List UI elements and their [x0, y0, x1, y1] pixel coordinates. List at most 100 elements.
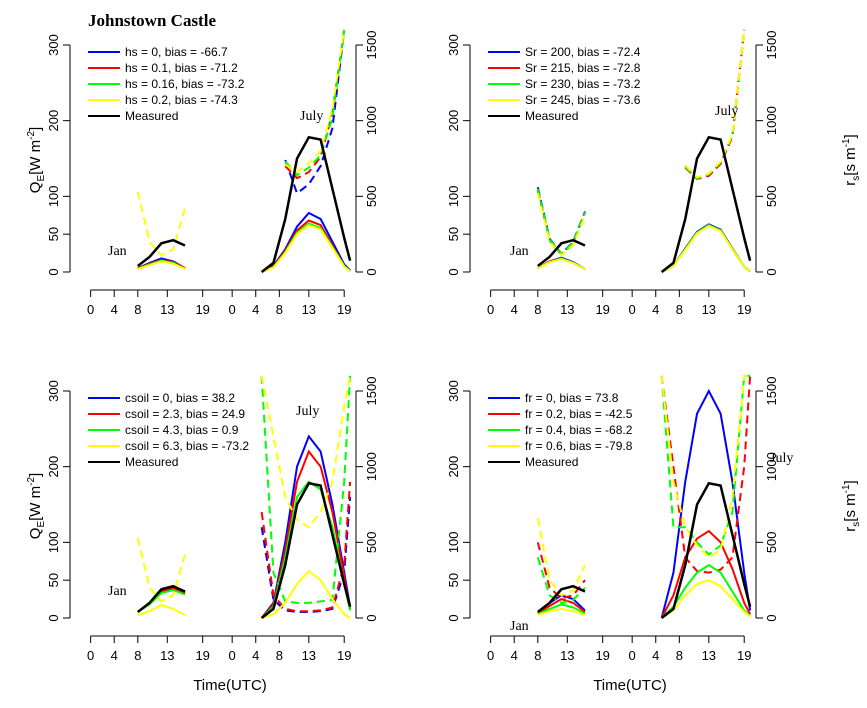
- qe-line: [660, 388, 752, 619]
- y-tick-label: 200: [446, 456, 461, 478]
- rs-line: [284, 29, 346, 195]
- rs-line: [136, 191, 186, 257]
- qe-line: [661, 224, 751, 273]
- qe-line: [137, 604, 186, 616]
- y-tick-label: 50: [446, 573, 461, 587]
- x-tick-label: 4: [252, 302, 259, 317]
- label-part: [s m: [842, 147, 859, 175]
- x-tick-label: 19: [337, 648, 351, 663]
- qe-line: [537, 238, 586, 267]
- legend-label: Sr = 215, bias = -72.8: [525, 61, 641, 75]
- legend-label: csoil = 4.3, bias = 0.9: [125, 423, 239, 437]
- qe-line: [261, 223, 351, 273]
- annotation: Jan: [108, 244, 127, 259]
- x-tick-label: 13: [160, 648, 174, 663]
- qe-line: [260, 434, 352, 619]
- qe-line: [660, 481, 752, 619]
- label-part: Q: [27, 182, 44, 194]
- label-part: ]: [842, 480, 859, 484]
- qe-line: [661, 579, 751, 619]
- panel: 0 50 100 200 300 0 500 1000 1500 0 4 8 13 19 0 4 8 13 19 Sr…: [446, 29, 862, 317]
- legend-label: hs = 0.16, bias = -73.2: [125, 77, 245, 91]
- x-tick-label: 4: [111, 302, 118, 317]
- qe-line: [260, 449, 352, 619]
- y-tick-label: 100: [46, 185, 61, 207]
- rs-line: [536, 557, 586, 604]
- label-sup: -1: [841, 138, 852, 147]
- y2-tick-label: 0: [764, 268, 779, 275]
- annotation: Jan: [108, 584, 127, 599]
- legend-label: hs = 0, bias = -66.7: [125, 45, 228, 59]
- x-tick-label: 4: [252, 648, 259, 663]
- legend-label: Measured: [525, 455, 578, 469]
- qe-line: [537, 597, 586, 615]
- y2-tick-label: 0: [764, 614, 779, 621]
- legend-label: csoil = 2.3, bias = 24.9: [125, 407, 245, 421]
- legend-label: fr = 0, bias = 73.8: [525, 391, 619, 405]
- legend-label: hs = 0.1, bias = -71.2: [125, 61, 238, 75]
- rs-line: [260, 496, 352, 613]
- y2-tick-label: 0: [364, 614, 379, 621]
- annotation: July: [300, 109, 323, 124]
- plot-area: [136, 375, 352, 619]
- label-part: r: [842, 527, 859, 532]
- x-tick-label: 13: [560, 648, 574, 663]
- label-sub: s: [851, 176, 862, 181]
- y-tick-label: 0: [446, 614, 461, 621]
- annotation: July: [296, 404, 319, 419]
- x-tick-label: 19: [595, 648, 609, 663]
- annotation: July: [715, 104, 738, 119]
- label-part: [W m: [27, 140, 44, 175]
- legend-label: fr = 0.6, bias = -79.8: [525, 439, 633, 453]
- x-tick-label: 13: [702, 648, 716, 663]
- x-tick-label: 0: [487, 648, 494, 663]
- legend-label: csoil = 6.3, bias = -73.2: [125, 439, 249, 453]
- label-sup: -1: [841, 484, 852, 493]
- rs-line: [260, 375, 352, 604]
- y-tick-label: 50: [46, 573, 61, 587]
- y2-tick-label: 0: [364, 268, 379, 275]
- plot-area: [136, 29, 352, 273]
- qe-line: [537, 258, 586, 270]
- rs-line: [536, 193, 586, 257]
- y-tick-label: 200: [446, 110, 461, 132]
- x-tick-label: 19: [595, 302, 609, 317]
- x-tick-label: 0: [229, 648, 236, 663]
- legend-label: Measured: [125, 109, 178, 123]
- plot-area: [536, 29, 752, 273]
- x-tick-label: 8: [276, 648, 283, 663]
- x-axis-label: Time(UTC): [593, 677, 667, 694]
- y-tick-label: 100: [446, 185, 461, 207]
- qe-line: [537, 607, 586, 616]
- qe-line: [537, 584, 586, 613]
- x-tick-label: 0: [87, 648, 94, 663]
- y-tick-label: 200: [46, 456, 61, 478]
- legend-label: Sr = 230, bias = -73.2: [525, 77, 641, 91]
- y2-tick-label: 1000: [364, 106, 379, 135]
- y-tick-label: 100: [46, 531, 61, 553]
- chart-title: Johnstown Castle: [88, 11, 216, 30]
- y-tick-label: 300: [46, 34, 61, 56]
- qe-line: [660, 135, 752, 273]
- legend-label: Sr = 200, bias = -72.4: [525, 45, 641, 59]
- qe-line: [260, 481, 352, 619]
- label-sup: -2: [26, 477, 37, 486]
- x-tick-label: 0: [629, 302, 636, 317]
- y2-tick-label: 1000: [764, 106, 779, 135]
- y2-tick-label: 1000: [364, 452, 379, 481]
- y-tick-label: 0: [46, 614, 61, 621]
- legend-label: fr = 0.2, bias = -42.5: [525, 407, 633, 421]
- y2-tick-label: 1000: [764, 452, 779, 481]
- y-axis-label: QE[W m-2]: [26, 473, 47, 539]
- y-tick-label: 0: [446, 268, 461, 275]
- x-tick-label: 8: [676, 302, 683, 317]
- x-tick-label: 13: [160, 302, 174, 317]
- qe-line: [137, 584, 186, 613]
- qe-line: [261, 569, 351, 619]
- label-part: [W m: [27, 486, 44, 521]
- qe-line: [660, 529, 751, 619]
- annotation: Jan: [510, 244, 529, 259]
- qe-line: [137, 260, 186, 270]
- legend-label: hs = 0.2, bias = -74.3: [125, 93, 238, 107]
